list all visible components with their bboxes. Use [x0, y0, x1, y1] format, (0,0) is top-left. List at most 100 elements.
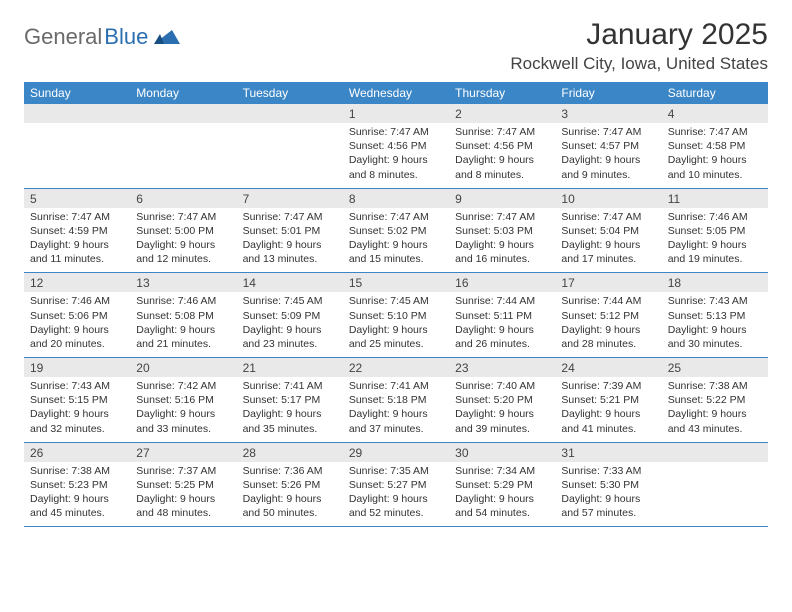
day-detail-cell: Sunrise: 7:41 AMSunset: 5:18 PMDaylight:… [343, 377, 449, 442]
daylight-line2: and 26 minutes. [455, 337, 549, 351]
logo-text-general: General [24, 24, 102, 50]
sunrise-text: Sunrise: 7:39 AM [561, 379, 655, 393]
daylight-line1: Daylight: 9 hours [668, 323, 762, 337]
day-number-cell: 12 [24, 273, 130, 292]
day-number: 24 [561, 361, 574, 375]
sunset-text: Sunset: 5:13 PM [668, 309, 762, 323]
sunrise-text: Sunrise: 7:45 AM [349, 294, 443, 308]
day-number-cell: 4 [662, 104, 768, 123]
dow-thursday: Thursday [449, 82, 555, 104]
week-daynum-row: 12131415161718 [24, 273, 768, 292]
day-number: 23 [455, 361, 468, 375]
day-detail-cell: Sunrise: 7:39 AMSunset: 5:21 PMDaylight:… [555, 377, 661, 442]
day-detail-cell: Sunrise: 7:47 AMSunset: 4:56 PMDaylight:… [449, 123, 555, 188]
day-number-cell: 28 [237, 443, 343, 462]
daylight-line2: and 30 minutes. [668, 337, 762, 351]
dow-tuesday: Tuesday [237, 82, 343, 104]
sunset-text: Sunset: 5:25 PM [136, 478, 230, 492]
daylight-line2: and 43 minutes. [668, 422, 762, 436]
day-number: 28 [243, 446, 256, 460]
day-number: 14 [243, 276, 256, 290]
daylight-line2: and 17 minutes. [561, 252, 655, 266]
sunrise-text: Sunrise: 7:36 AM [243, 464, 337, 478]
daylight-line1: Daylight: 9 hours [136, 238, 230, 252]
day-number: 8 [349, 192, 356, 206]
day-number: 15 [349, 276, 362, 290]
daylight-line2: and 16 minutes. [455, 252, 549, 266]
daylight-line1: Daylight: 9 hours [243, 238, 337, 252]
day-number: 17 [561, 276, 574, 290]
sunset-text: Sunset: 5:06 PM [30, 309, 124, 323]
day-number: 16 [455, 276, 468, 290]
day-number-cell: 8 [343, 189, 449, 208]
calendar: Sunday Monday Tuesday Wednesday Thursday… [24, 82, 768, 527]
daylight-line1: Daylight: 9 hours [455, 323, 549, 337]
daylight-line2: and 8 minutes. [349, 168, 443, 182]
day-number: 13 [136, 276, 149, 290]
sunrise-text: Sunrise: 7:47 AM [455, 210, 549, 224]
day-detail-cell: Sunrise: 7:45 AMSunset: 5:10 PMDaylight:… [343, 292, 449, 357]
sunset-text: Sunset: 5:05 PM [668, 224, 762, 238]
daylight-line2: and 9 minutes. [561, 168, 655, 182]
daylight-line2: and 28 minutes. [561, 337, 655, 351]
day-number-cell: 6 [130, 189, 236, 208]
logo-text-blue: Blue [104, 24, 148, 50]
sunrise-text: Sunrise: 7:45 AM [243, 294, 337, 308]
sunset-text: Sunset: 5:27 PM [349, 478, 443, 492]
week-daynum-row: 19202122232425 [24, 358, 768, 377]
daylight-line1: Daylight: 9 hours [30, 407, 124, 421]
sunset-text: Sunset: 5:00 PM [136, 224, 230, 238]
day-number-cell: 3 [555, 104, 661, 123]
logo-mark-icon [154, 26, 180, 49]
daylight-line1: Daylight: 9 hours [30, 238, 124, 252]
daylight-line2: and 25 minutes. [349, 337, 443, 351]
sunrise-text: Sunrise: 7:47 AM [455, 125, 549, 139]
week-detail-row: Sunrise: 7:47 AMSunset: 4:59 PMDaylight:… [24, 208, 768, 274]
daylight-line2: and 41 minutes. [561, 422, 655, 436]
day-detail-cell: Sunrise: 7:37 AMSunset: 5:25 PMDaylight:… [130, 462, 236, 527]
day-number-cell: 31 [555, 443, 661, 462]
day-number-cell: 24 [555, 358, 661, 377]
day-number-cell: 14 [237, 273, 343, 292]
week-detail-row: Sunrise: 7:43 AMSunset: 5:15 PMDaylight:… [24, 377, 768, 443]
sunset-text: Sunset: 5:02 PM [349, 224, 443, 238]
day-number-cell: 22 [343, 358, 449, 377]
day-detail-cell: Sunrise: 7:47 AMSunset: 4:59 PMDaylight:… [24, 208, 130, 273]
sunrise-text: Sunrise: 7:46 AM [668, 210, 762, 224]
sunset-text: Sunset: 5:12 PM [561, 309, 655, 323]
sunset-text: Sunset: 5:10 PM [349, 309, 443, 323]
daylight-line2: and 50 minutes. [243, 506, 337, 520]
daylight-line1: Daylight: 9 hours [561, 238, 655, 252]
sunset-text: Sunset: 5:30 PM [561, 478, 655, 492]
daylight-line1: Daylight: 9 hours [136, 492, 230, 506]
day-detail-cell [24, 123, 130, 188]
day-number: 5 [30, 192, 37, 206]
daylight-line1: Daylight: 9 hours [349, 407, 443, 421]
week-detail-row: Sunrise: 7:47 AMSunset: 4:56 PMDaylight:… [24, 123, 768, 189]
daylight-line1: Daylight: 9 hours [455, 153, 549, 167]
daylight-line1: Daylight: 9 hours [30, 492, 124, 506]
weeks-container: 12 34 Sunrise: 7:47 AMSunset: 4:56 PMDayli… [24, 104, 768, 527]
day-number-cell [24, 104, 130, 123]
sunset-text: Sunset: 4:59 PM [30, 224, 124, 238]
day-detail-cell: Sunrise: 7:45 AMSunset: 5:09 PMDaylight:… [237, 292, 343, 357]
week-detail-row: Sunrise: 7:38 AMSunset: 5:23 PMDaylight:… [24, 462, 768, 528]
sunset-text: Sunset: 5:21 PM [561, 393, 655, 407]
daylight-line1: Daylight: 9 hours [136, 407, 230, 421]
daylight-line2: and 23 minutes. [243, 337, 337, 351]
day-number-cell: 30 [449, 443, 555, 462]
day-detail-cell: Sunrise: 7:47 AMSunset: 5:00 PMDaylight:… [130, 208, 236, 273]
sunrise-text: Sunrise: 7:44 AM [561, 294, 655, 308]
day-number: 22 [349, 361, 362, 375]
daylight-line2: and 20 minutes. [30, 337, 124, 351]
day-number: 12 [30, 276, 43, 290]
dow-wednesday: Wednesday [343, 82, 449, 104]
day-detail-cell [130, 123, 236, 188]
sunset-text: Sunset: 5:29 PM [455, 478, 549, 492]
sunrise-text: Sunrise: 7:47 AM [561, 210, 655, 224]
day-detail-cell: Sunrise: 7:47 AMSunset: 5:04 PMDaylight:… [555, 208, 661, 273]
day-number: 21 [243, 361, 256, 375]
daylight-line2: and 15 minutes. [349, 252, 443, 266]
day-number: 2 [455, 107, 462, 121]
day-detail-cell: Sunrise: 7:47 AMSunset: 4:58 PMDaylight:… [662, 123, 768, 188]
